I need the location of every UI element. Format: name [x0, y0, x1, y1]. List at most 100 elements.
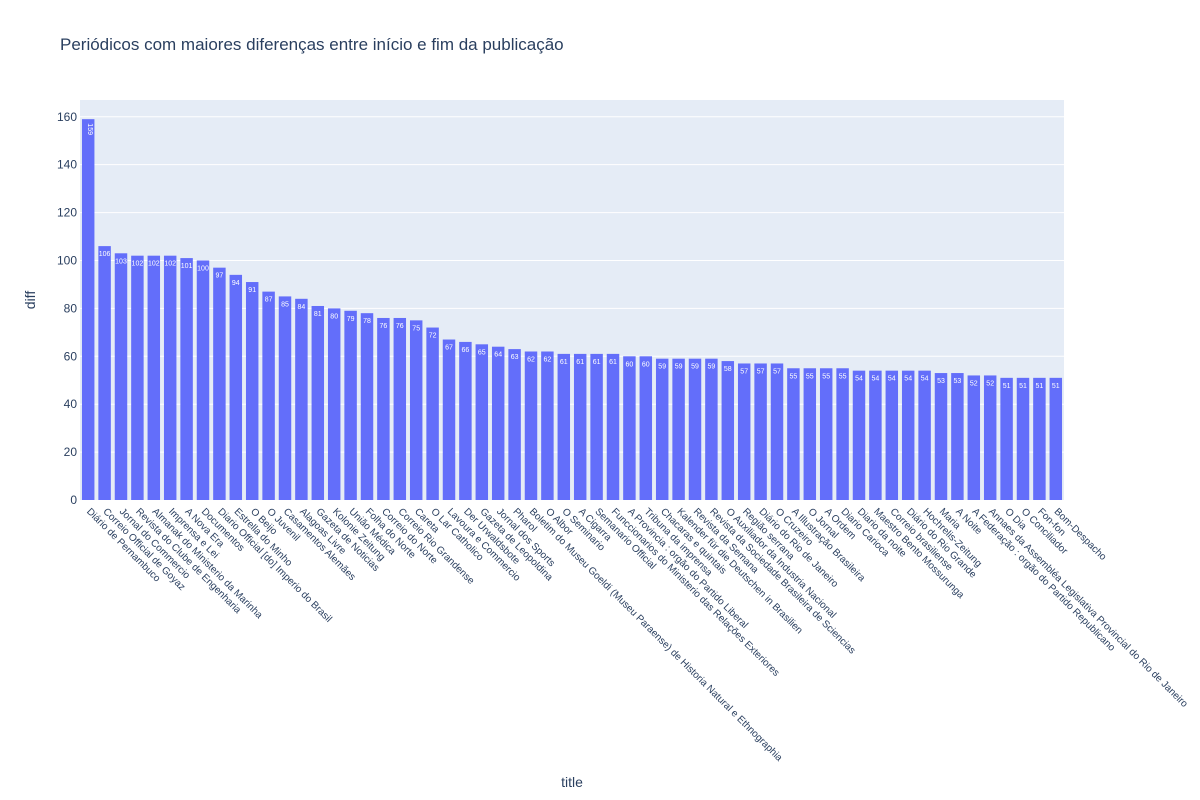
y-tick-label: 20	[64, 445, 78, 459]
bar-value-label: 61	[609, 359, 617, 366]
bar	[606, 353, 620, 500]
bar	[98, 246, 111, 500]
bar-value-label: 51	[1003, 383, 1011, 390]
bar-value-label: 81	[314, 311, 322, 318]
bar-value-label: 61	[576, 359, 584, 366]
bar-value-label: 75	[412, 325, 420, 332]
bar	[754, 363, 767, 500]
bar	[409, 320, 423, 500]
bar-value-label: 62	[527, 356, 535, 363]
bar-value-label: 59	[708, 364, 716, 371]
bar-value-label: 62	[544, 356, 552, 363]
bar-value-label: 52	[986, 380, 994, 387]
bar	[295, 298, 308, 500]
bar-value-label: 52	[970, 380, 978, 387]
bar	[180, 258, 193, 500]
bar-value-label: 57	[773, 368, 781, 375]
bars	[81, 119, 1063, 500]
bar	[737, 363, 751, 500]
bar-value-label: 102	[148, 261, 160, 268]
bar-value-label: 54	[872, 376, 880, 383]
bar	[852, 370, 866, 500]
bar	[541, 351, 554, 500]
bar	[951, 373, 964, 500]
y-tick-label: 40	[64, 397, 78, 411]
bar	[1016, 377, 1030, 500]
bar	[229, 274, 243, 500]
bar	[885, 370, 899, 500]
bar	[1033, 377, 1046, 500]
bar	[787, 368, 800, 500]
bar	[803, 368, 817, 500]
bar	[688, 358, 702, 500]
bar	[573, 353, 587, 500]
bar	[311, 305, 325, 500]
bar	[147, 255, 161, 500]
bar-value-label: 80	[330, 313, 338, 320]
bar	[459, 341, 472, 500]
bar-value-label: 106	[99, 251, 111, 258]
y-tick-label: 60	[64, 349, 78, 363]
bar-value-label: 76	[380, 323, 388, 330]
bar-value-label: 65	[478, 349, 486, 356]
bar-value-label: 97	[216, 273, 224, 280]
bar	[836, 368, 849, 500]
bar-value-label: 67	[445, 345, 453, 352]
bar-value-label: 51	[1036, 383, 1044, 390]
plot-area	[80, 100, 1064, 500]
x-axis-title: title	[561, 774, 583, 790]
bar-value-label: 59	[658, 364, 666, 371]
bar	[705, 358, 718, 500]
bar-value-label: 94	[232, 280, 240, 287]
y-tick-label: 80	[64, 301, 78, 315]
y-tick-label: 160	[57, 110, 77, 124]
bar	[245, 282, 259, 500]
y-axis-ticks: 0 20 40 60 80 100 120 140 160	[57, 110, 77, 507]
bar	[81, 119, 95, 500]
bar	[262, 291, 275, 500]
bar	[918, 370, 931, 500]
bar-value-label: 57	[757, 368, 765, 375]
bar	[213, 267, 226, 500]
gridlines	[80, 116, 1064, 453]
bar-value-label: 59	[691, 364, 699, 371]
bar	[131, 255, 144, 500]
bar	[196, 260, 210, 500]
bar-value-label: 102	[164, 261, 176, 268]
bar-value-label: 54	[921, 376, 929, 383]
bar	[475, 344, 489, 500]
bar-value-label: 53	[954, 378, 962, 385]
bar-value-label: 55	[790, 373, 798, 380]
bar-value-label: 79	[347, 316, 355, 323]
bar	[721, 361, 735, 500]
bar	[934, 373, 948, 500]
bar-value-label: 87	[265, 297, 273, 304]
bar-value-label: 54	[888, 376, 896, 383]
bar-value-label: 72	[429, 333, 437, 340]
bar-value-label: 54	[855, 376, 863, 383]
bar	[1049, 377, 1063, 500]
bar-value-label: 51	[1052, 383, 1060, 390]
bar-value-label: 84	[298, 304, 306, 311]
bar	[901, 370, 915, 500]
bar-value-label: 85	[281, 301, 289, 308]
bar-value-labels: 159 106 103 102 102 102 101 100 97 94 91 87 85 84 81 80…	[86, 123, 1060, 390]
bar-value-label: 159	[86, 123, 93, 135]
bar	[770, 363, 784, 500]
bar-value-label: 53	[937, 378, 945, 385]
bar	[983, 375, 997, 500]
bar-value-label: 54	[904, 376, 912, 383]
bar-value-label: 57	[740, 368, 748, 375]
y-tick-label: 140	[57, 158, 77, 172]
bar-value-label: 76	[396, 323, 404, 330]
bar	[524, 351, 538, 500]
bar-value-label: 63	[511, 354, 519, 361]
bar	[393, 317, 407, 500]
bar	[491, 346, 505, 500]
bar-value-label: 55	[822, 373, 830, 380]
y-tick-label: 0	[70, 493, 77, 507]
bar	[623, 356, 636, 500]
bar-value-label: 60	[642, 361, 650, 368]
bar	[163, 255, 177, 500]
